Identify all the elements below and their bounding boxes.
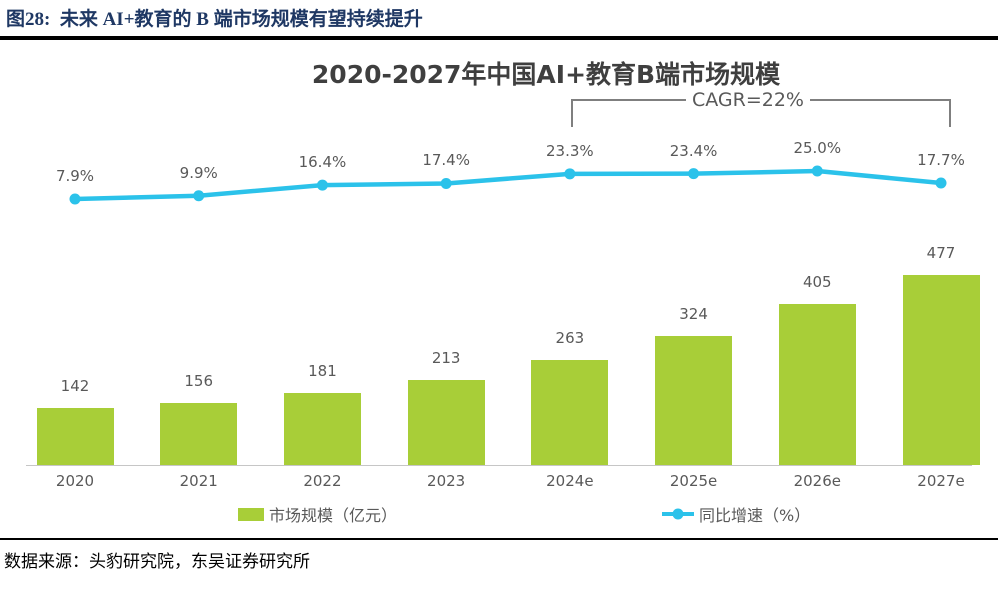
line-point-2022 <box>316 179 328 191</box>
x-axis-label-2020: 2020 <box>55 472 95 490</box>
x-axis-baseline <box>26 465 972 466</box>
line-value-label-2024e: 23.3% <box>546 141 594 160</box>
line-point-2027e <box>935 177 947 189</box>
line-legend-marker-icon <box>662 508 694 520</box>
line-value-label-2021: 9.9% <box>179 163 218 182</box>
line-value-label-2026e: 25.0% <box>793 139 842 158</box>
source-text: 数据来源：头豹研究院，东吴证券研究所 <box>4 552 310 571</box>
line-value-label-2025e: 23.4% <box>669 141 718 160</box>
x-axis-label-2022: 2022 <box>303 472 342 490</box>
source-divider <box>0 538 998 540</box>
bar-2025e <box>655 335 733 465</box>
chart: 2020-2027年中国AI+教育B端市场规模 CAGR=22% 142 156 1… <box>0 40 998 537</box>
bar-2027e <box>902 275 980 465</box>
line-point-2020 <box>69 193 81 205</box>
legend-label-market-size: 市场规模（亿元） <box>269 506 398 525</box>
bar-value-label-2022: 181 <box>308 361 337 380</box>
bar-2026e <box>778 303 856 465</box>
x-axis-label-2023: 2023 <box>427 472 466 490</box>
line-point-2026e <box>811 165 823 177</box>
bar-2024e <box>531 360 609 465</box>
bar-value-label-2024e: 263 <box>555 329 585 348</box>
bar-value-label-2020: 142 <box>60 377 90 396</box>
x-axis-label-2024e: 2024e <box>546 472 594 490</box>
line-value-label-2027e: 17.7% <box>917 150 965 169</box>
bar-2022 <box>283 392 361 465</box>
bar-value-label-2021: 156 <box>184 371 214 390</box>
figure-title: 图28: 未来 AI+教育的 B 端市场规模有望持续提升 <box>6 9 423 30</box>
line-series <box>69 165 947 205</box>
bar-value-label-2023: 213 <box>431 349 461 368</box>
bar-value-label-2026e: 405 <box>802 272 832 291</box>
chart-canvas: CAGR=22% <box>69 89 951 205</box>
line-value-label-2022: 16.4% <box>298 153 347 172</box>
chart-title: 2020-2027年中国AI+教育B端市场规模 <box>311 60 781 89</box>
bar-2023 <box>407 380 485 465</box>
bar-value-label-2025e: 324 <box>679 304 708 323</box>
legend-label-growth-rate: 同比增速（%） <box>699 506 811 525</box>
bar-2021 <box>160 402 238 465</box>
x-axis-label-2025e: 2025e <box>669 472 718 490</box>
line-value-label-2020: 7.9% <box>55 167 95 185</box>
line-point-2021 <box>193 190 205 202</box>
line-point-2023 <box>440 177 452 189</box>
cagr-bracket: CAGR=22% <box>571 89 951 127</box>
line-point-2025e <box>688 168 700 180</box>
line-point-2024e <box>564 168 576 180</box>
growth-line <box>72 168 944 202</box>
legend-item-growth-rate: 同比增速（%） <box>662 502 810 526</box>
cagr-label: CAGR=22% <box>692 89 804 111</box>
x-axis-label-2026e: 2026e <box>793 472 841 490</box>
bar-legend-swatch-icon <box>238 507 264 521</box>
x-axis-label-2027e: 2027e <box>917 472 965 490</box>
header-divider <box>0 36 998 40</box>
bar-2020 <box>36 408 114 465</box>
line-value-label-2023: 17.4% <box>422 151 470 170</box>
bar-value-label-2027e: 477 <box>926 244 956 262</box>
x-axis-label-2021: 2021 <box>179 472 218 490</box>
legend-item-market-size: 市场规模（亿元） <box>238 502 397 526</box>
